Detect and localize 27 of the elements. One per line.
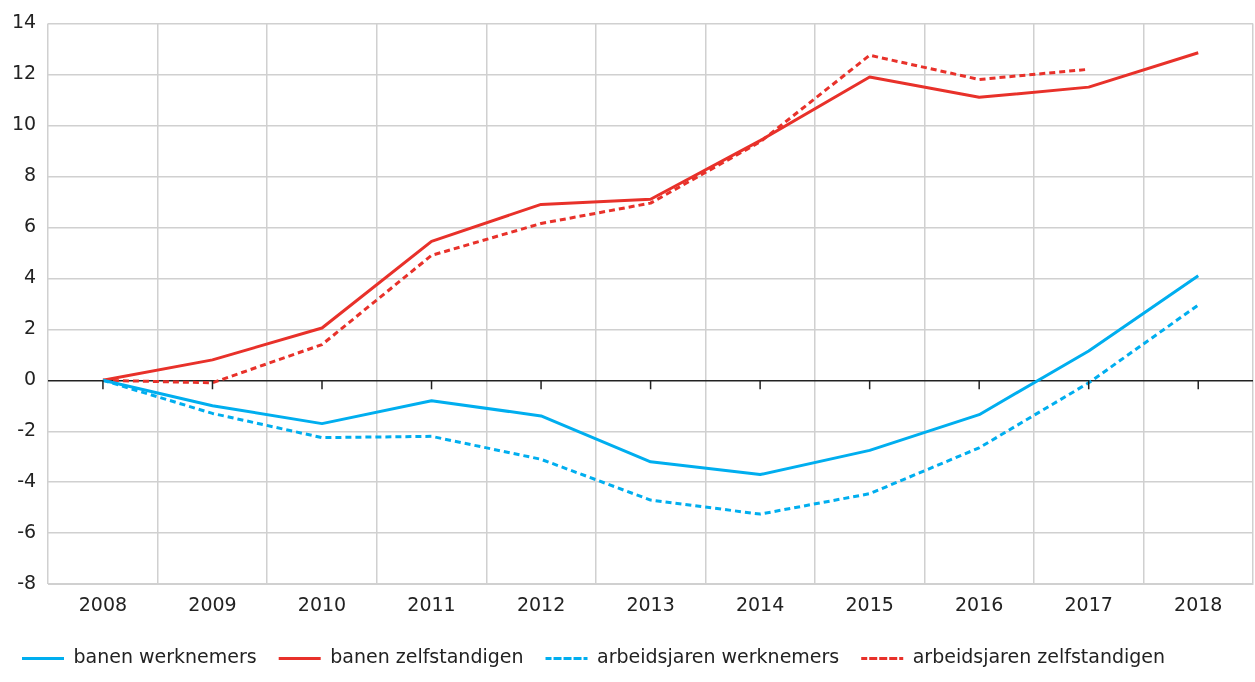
y-tick-label: 12 [11, 61, 37, 84]
y-tick-label: -8 [17, 571, 37, 594]
y-tick-label: 10 [11, 112, 37, 135]
x-tick-label: 2017 [1064, 592, 1113, 615]
x-tick-label: 2015 [845, 592, 894, 615]
x-tick-label: 2013 [626, 592, 675, 615]
x-tick-label: 2008 [78, 592, 128, 615]
y-tick-label: 2 [24, 316, 37, 339]
y-tick-label: 0 [24, 367, 37, 390]
x-tick-label: 2009 [188, 592, 237, 615]
y-tick-label: -6 [17, 520, 37, 543]
y-tick-label: 6 [24, 214, 37, 237]
x-tick-label: 2010 [297, 592, 347, 615]
x-tick-label: 2012 [516, 592, 566, 615]
legend-label: banen werknemers [73, 645, 257, 668]
x-tick-label: 2011 [407, 592, 456, 615]
x-tick-label: 2018 [1174, 592, 1223, 615]
x-tick-label: 2014 [735, 592, 785, 615]
legend-label: arbeidsjaren werknemers [597, 645, 840, 668]
y-tick-label: 8 [24, 163, 37, 186]
y-tick-label: -4 [17, 469, 37, 492]
y-tick-label: 14 [11, 10, 37, 33]
x-tick-label: 2016 [955, 592, 1004, 615]
legend-label: banen zelfstandigen [330, 645, 524, 668]
y-tick-label: 4 [24, 265, 37, 288]
y-tick-label: -2 [17, 418, 37, 441]
legend-label: arbeidsjaren zelfstandigen [912, 645, 1166, 668]
